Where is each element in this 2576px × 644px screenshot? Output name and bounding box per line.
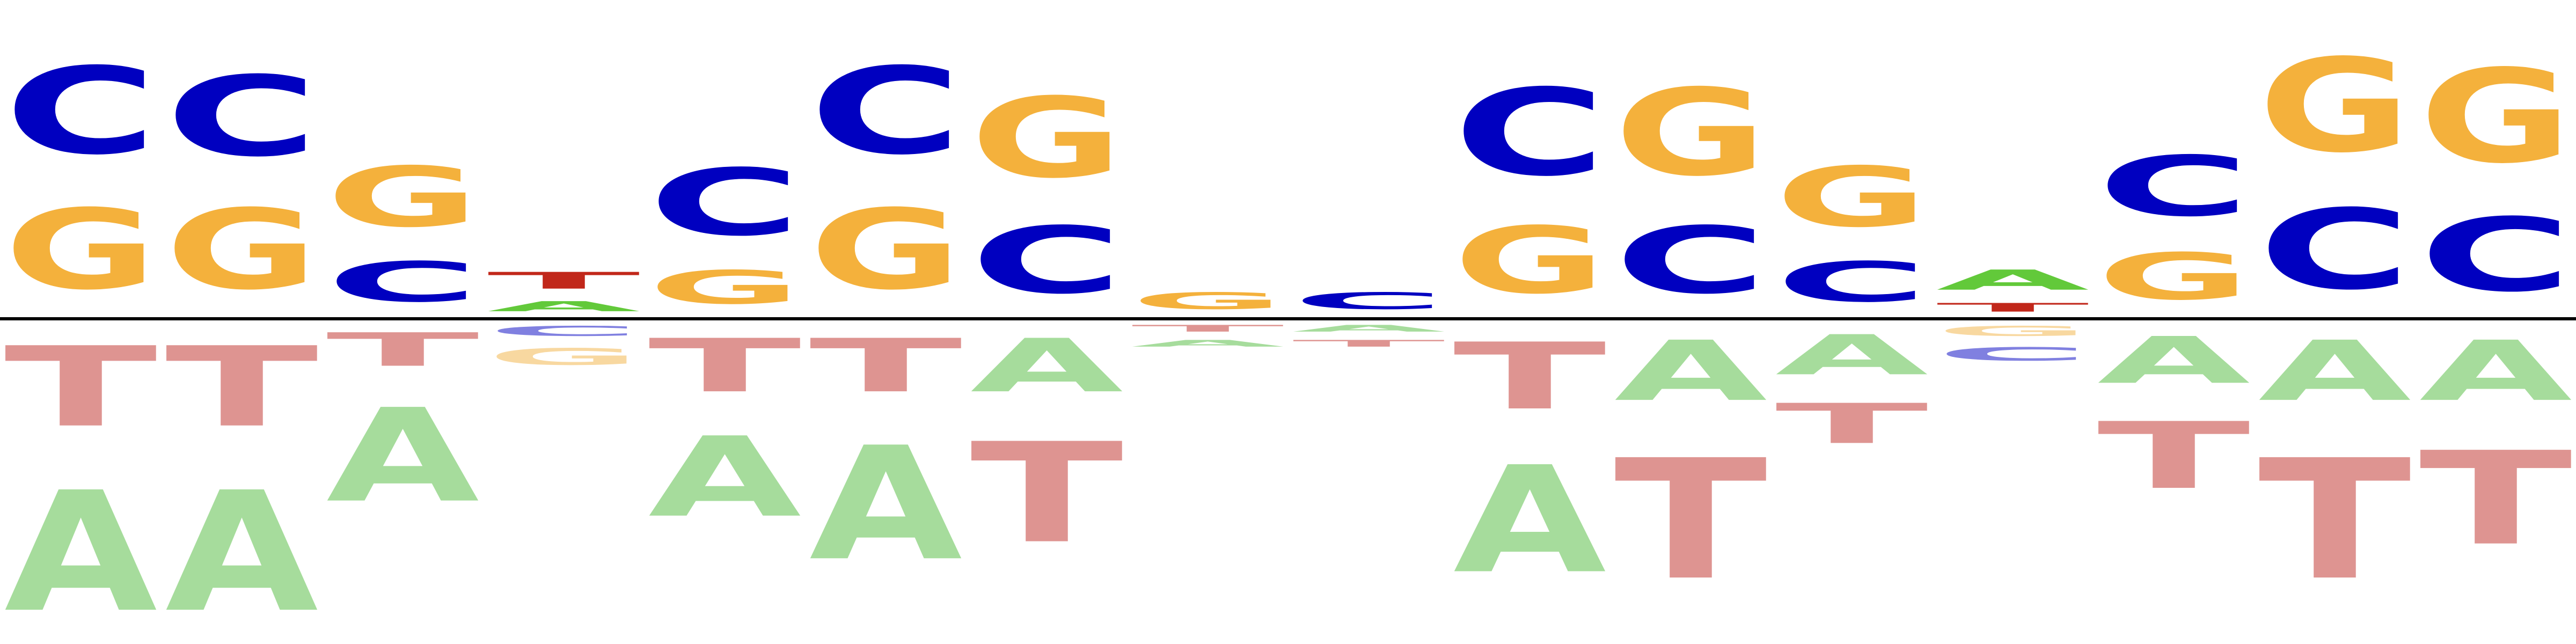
logo-letter-a: A [326, 382, 481, 531]
logo-letter-t: T [1614, 424, 1768, 617]
logo-letter-c: C [1292, 288, 1445, 314]
logo-letter-g: G [648, 261, 801, 314]
logo-letter-c: C [487, 323, 640, 339]
logo-letter-a: A [970, 324, 1125, 409]
logo-letter-c: C [970, 208, 1123, 314]
logo-letter-t: T [1936, 301, 2090, 314]
logo-letter-t: T [1131, 323, 1285, 334]
logo-letter-a: A [165, 457, 320, 644]
logo-letter-c: C [165, 53, 318, 181]
logo-letter-c: C [648, 150, 801, 257]
logo-letter-g: G [2258, 32, 2411, 181]
logo-letter-a: A [2258, 323, 2413, 419]
logo-letter-c: C [1453, 63, 1606, 202]
logo-letter-g: G [1131, 288, 1284, 314]
logo-letter-a: A [1131, 338, 1286, 349]
logo-letters: GCTAGCTACGTAATCGGCTAGCTACGATGTACATGCTACG… [4, 32, 2574, 644]
logo-letter-t: T [165, 324, 319, 452]
logo-letter-a: A [1292, 323, 1447, 334]
logo-letter-a: A [1936, 264, 2091, 296]
logo-letter-t: T [809, 323, 963, 408]
logo-letter-c: C [1614, 208, 1767, 314]
logo-letter-g: G [1936, 323, 2089, 339]
logo-letter-g: G [1775, 150, 1928, 246]
logo-letter-c: C [2258, 186, 2411, 314]
logo-letter-g: G [970, 75, 1123, 203]
logo-letter-a: A [2419, 323, 2574, 419]
logo-letter-g: G [487, 343, 640, 370]
logo-letter-c: C [4, 42, 157, 181]
logo-letter-a: A [487, 298, 642, 314]
logo-letter-t: T [2419, 425, 2573, 574]
logo-letter-t: T [4, 324, 158, 452]
logo-letter-t: T [1292, 338, 1446, 349]
logo-letter-g: G [809, 186, 962, 314]
logo-letter-a: A [648, 414, 803, 542]
logo-letter-a: A [4, 457, 159, 644]
logo-letter-t: T [2097, 403, 2251, 510]
logo-letter-g: G [2419, 42, 2572, 192]
logo-letter-t: T [1775, 392, 1929, 456]
logo-letter-a: A [1453, 435, 1608, 606]
logo-letter-g: G [165, 186, 318, 314]
logo-letter-c: C [1775, 250, 1928, 314]
logo-letter-g: G [1614, 63, 1767, 202]
logo-letter-t: T [970, 413, 1124, 574]
logo-letter-c: C [326, 250, 479, 314]
logo-letter-c: C [809, 42, 962, 181]
logo-letter-g: G [1453, 207, 1606, 314]
logo-letter-g: G [2097, 240, 2250, 314]
logo-letter-a: A [1775, 323, 1930, 387]
logo-letter-t: T [1453, 324, 1607, 430]
logo-letter-c: C [2419, 196, 2572, 314]
logo-letter-a: A [809, 414, 964, 595]
logo-letter-a: A [2097, 323, 2252, 398]
logo-letter-t: T [2258, 424, 2412, 617]
logo-letter-c: C [2097, 138, 2250, 235]
logo-letter-t: T [326, 323, 480, 376]
logo-letter-g: G [326, 150, 479, 246]
logo-letter-t: T [487, 267, 641, 294]
logo-letter-c: C [1936, 343, 2089, 365]
logo-letter-a: A [1614, 323, 1769, 419]
logo-letter-g: G [4, 186, 157, 314]
logo-letter-t: T [648, 323, 802, 408]
